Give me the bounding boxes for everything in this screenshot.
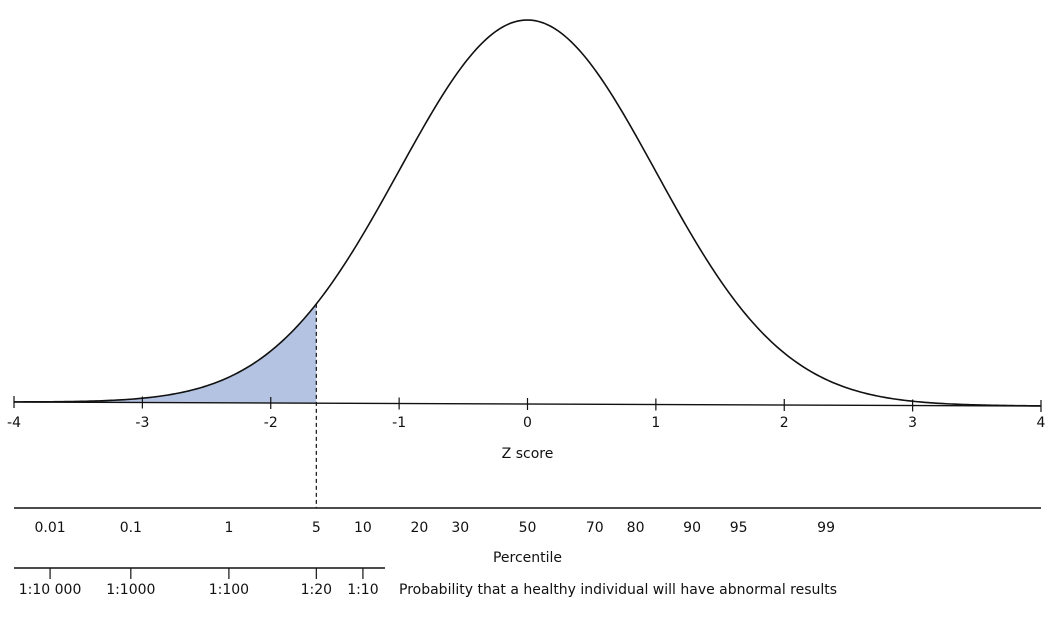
percentile-tick-label: 80 [627,520,645,536]
percentile-tick-label: 0.01 [34,520,65,536]
percentile-tick-label: 1 [224,520,233,536]
percentile-tick-label: 0.1 [120,520,142,536]
z-axis-title: Z score [502,446,554,462]
normal-curve [14,19,1042,407]
probability-tick-label: 1:1000 [106,582,155,598]
percentile-tick-label: 5 [312,520,321,536]
percentile-tick-label: 10 [354,520,372,536]
z-tick-label: -4 [7,415,21,431]
shaded-tail-area [14,303,317,404]
probability-tick-label: 1:10 [347,582,378,598]
probability-axis-title: Probability that a healthy individual wi… [399,582,837,598]
percentile-tick-label: 50 [519,520,537,536]
probability-tick-label: 1:100 [209,582,249,598]
percentile-tick-label: 30 [451,520,469,536]
tick-marks [13,396,1042,579]
percentile-tick-label: 20 [410,520,428,536]
percentile-tick-label: 90 [683,520,701,536]
percentile-tick-label: 99 [817,520,835,536]
z-tick-label: 4 [1037,415,1045,431]
tick-labels: -4 -3 -2 -1 0 1 2 3 4 0.01 0.1 1 5 10 20 30 50 70 80 90 95 99… [7,415,1045,598]
percentile-tick-label: 95 [730,520,748,536]
probability-tick-label: 1:20 [301,582,332,598]
z-tick-label: 2 [780,415,789,431]
percentile-tick-label: 70 [586,520,604,536]
z-tick-label: 1 [651,415,660,431]
z-tick-label: 0 [523,415,532,431]
z-tick-label: -1 [392,415,406,431]
percentile-axis-title: Percentile [493,550,562,566]
z-tick-label: 3 [908,415,917,431]
probability-tick-label: 1:10 000 [19,582,82,598]
z-tick-label: -3 [135,415,149,431]
z-tick-label: -2 [264,415,278,431]
